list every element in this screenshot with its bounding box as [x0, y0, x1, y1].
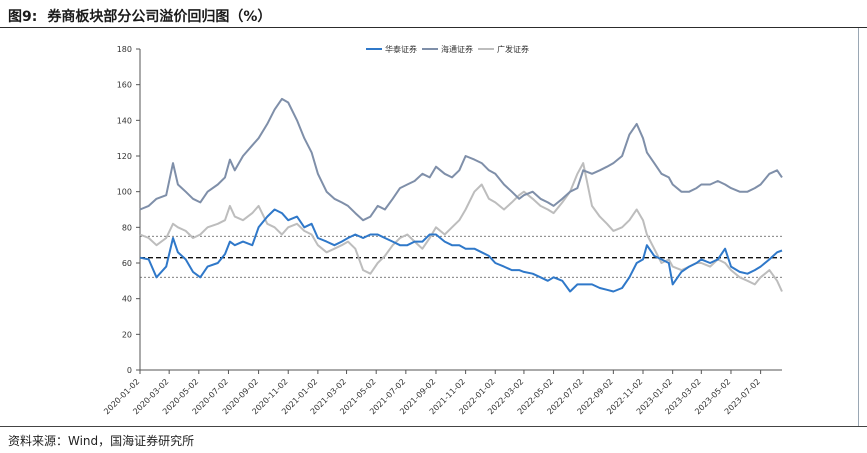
y-tick-label: 60 [122, 259, 132, 268]
right-border [858, 28, 859, 426]
y-tick-label: 160 [117, 81, 132, 90]
plot-area: 0204060801001201401601802020-01-022020-0… [102, 44, 783, 416]
y-tick-label: 180 [117, 45, 132, 54]
y-tick-label: 40 [122, 295, 132, 304]
figure-title: 图9: 券商板块部分公司溢价回归图（%） [8, 6, 271, 26]
series-line-guangfa [139, 162, 783, 292]
y-tick-label: 0 [127, 366, 132, 375]
line-chart: 0204060801001201401601802020-01-022020-0… [102, 44, 783, 416]
legend-label-guangfa: 广发证券 [497, 44, 529, 54]
y-tick-label: 100 [117, 188, 132, 197]
source-note: 资料来源：Wind，国海证券研究所 [8, 434, 195, 448]
figure-number: 图9: [8, 9, 38, 25]
y-tick-label: 80 [122, 223, 132, 232]
series-line-huatai [139, 208, 783, 293]
figure-title-text: 券商板块部分公司溢价回归图（%） [47, 9, 272, 25]
top-divider [0, 27, 867, 28]
y-tick-label: 140 [117, 116, 132, 125]
y-tick-label: 20 [122, 330, 132, 339]
y-tick-label: 120 [117, 152, 132, 161]
bottom-divider [0, 426, 867, 427]
series-line-haitong [139, 97, 783, 222]
legend-label-haitong: 海通证券 [441, 44, 473, 54]
legend-label-huatai: 华泰证券 [385, 44, 417, 54]
